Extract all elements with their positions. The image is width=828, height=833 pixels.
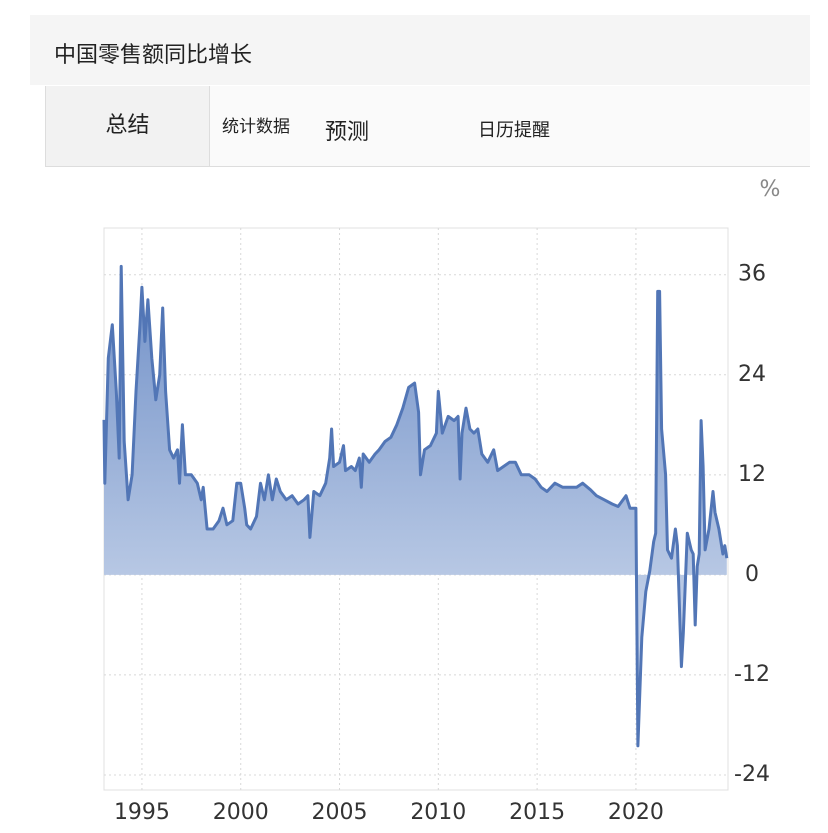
- tab[interactable]: 预测: [325, 120, 370, 145]
- x-tick-label: 1995: [114, 800, 170, 825]
- x-tick-label: 2010: [410, 800, 466, 825]
- tab[interactable]: 总结: [45, 86, 210, 166]
- x-tick-label: 2000: [213, 800, 269, 825]
- tab-bar: 总结 统计数据 预测 日历提醒: [45, 86, 810, 167]
- y-tick-label: 12: [738, 462, 766, 487]
- tab[interactable]: 日历提醒: [478, 120, 550, 141]
- unit-label: %: [760, 177, 781, 202]
- x-tick-label: 2015: [509, 800, 565, 825]
- line: [102, 264, 729, 748]
- x-tick-label: 2005: [312, 800, 368, 825]
- y-tick-label: -24: [734, 762, 770, 787]
- tab[interactable]: 统计数据: [222, 117, 290, 137]
- x-tick-label: 2020: [608, 800, 664, 825]
- header: 中国零售额同比增长: [30, 15, 810, 85]
- y-tick-label: 0: [745, 562, 759, 587]
- y-tick-label: -12: [734, 662, 770, 687]
- area: [104, 266, 727, 746]
- y-tick-label: 36: [738, 262, 766, 287]
- title: 中国零售额同比增长: [54, 43, 253, 68]
- y-tick-label: 24: [738, 362, 766, 387]
